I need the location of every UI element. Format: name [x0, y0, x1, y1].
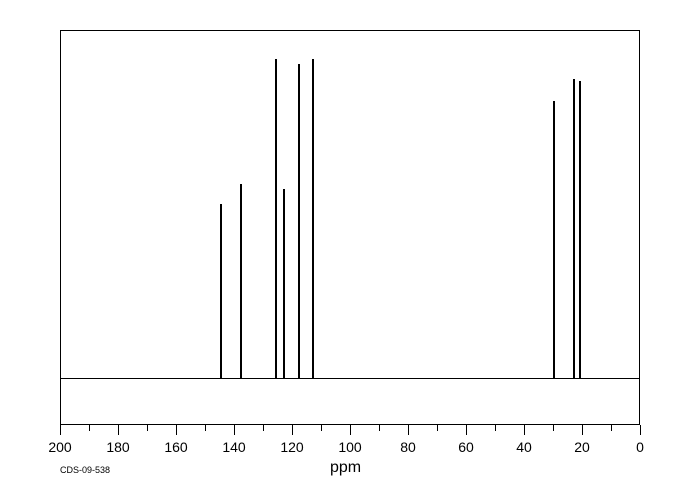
x-tick-label: 100 — [338, 439, 361, 455]
x-tick-label: 120 — [280, 439, 303, 455]
peak — [553, 101, 555, 379]
x-tick-minor — [205, 425, 206, 431]
x-tick-label: 0 — [636, 439, 644, 455]
peak — [220, 204, 222, 379]
x-tick-minor — [553, 425, 554, 431]
x-tick — [60, 425, 61, 435]
x-tick-label: 20 — [574, 439, 590, 455]
x-tick — [292, 425, 293, 435]
x-tick — [408, 425, 409, 435]
plot-area — [60, 30, 640, 425]
x-tick-minor — [263, 425, 264, 431]
x-tick-label: 200 — [48, 439, 71, 455]
x-tick-label: 180 — [106, 439, 129, 455]
x-tick — [582, 425, 583, 435]
x-tick-label: 140 — [222, 439, 245, 455]
x-tick-label: 80 — [400, 439, 416, 455]
x-tick-minor — [321, 425, 322, 431]
x-tick-minor — [495, 425, 496, 431]
x-tick — [176, 425, 177, 435]
x-tick — [524, 425, 525, 435]
peak — [312, 59, 314, 379]
peak — [573, 79, 575, 379]
peak — [298, 64, 300, 379]
x-tick-minor — [379, 425, 380, 431]
peak — [579, 81, 581, 379]
x-tick-label: 40 — [516, 439, 532, 455]
x-tick-minor — [611, 425, 612, 431]
peak — [275, 59, 277, 379]
x-tick — [234, 425, 235, 435]
peak — [283, 189, 285, 379]
x-tick-minor — [147, 425, 148, 431]
x-tick — [118, 425, 119, 435]
x-tick — [640, 425, 641, 435]
x-tick-minor — [89, 425, 90, 431]
x-tick-label: 160 — [164, 439, 187, 455]
x-tick — [466, 425, 467, 435]
peak — [240, 184, 242, 379]
x-axis-label: ppm — [330, 459, 361, 477]
nmr-chart: 0 20 40 60 80 100 120 140 160 180 200 ppm CDS-09-5… — [0, 0, 680, 500]
corner-label: CDS-09-538 — [60, 465, 110, 475]
x-tick — [350, 425, 351, 435]
x-tick-label: 60 — [458, 439, 474, 455]
x-tick-minor — [437, 425, 438, 431]
